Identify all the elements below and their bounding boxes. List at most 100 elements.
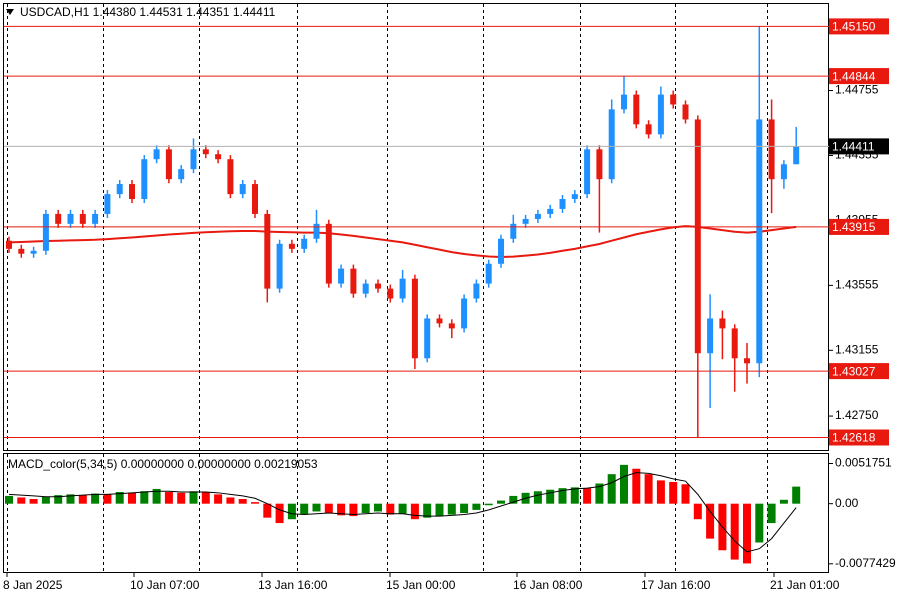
macd-bar [595,483,604,504]
macd-bar [214,494,223,504]
macd-bar [300,503,309,515]
candle-body [30,250,37,254]
candle-body [448,323,455,329]
macd-bar [103,494,112,504]
macd-bar [152,488,161,504]
y-tick-label: 0.00 [835,496,859,510]
macd-bar [29,499,38,504]
level-label-box [829,363,889,380]
candle-body [227,159,234,195]
x-tick-label: 17 Jan 16:00 [641,578,711,592]
candle-body [411,278,418,359]
macd-bar [263,503,272,518]
candle-body [608,109,615,180]
candle-body [325,223,332,284]
macd-bar [54,495,63,504]
candle-body [645,124,652,135]
candle-body [252,184,258,214]
candle-body [719,318,726,329]
macd-bar [546,489,555,504]
macd-bar [730,503,739,560]
macd-bar [693,503,702,520]
macd-bar [669,481,678,504]
chart-title: USDCAD,H1 1.44380 1.44531 1.44351 1.4441… [20,5,276,19]
macd-bar [164,492,173,504]
candle-body [276,243,283,289]
macd-bar [484,503,493,506]
macd-bar [78,495,87,504]
macd-bar [66,494,75,504]
candle-body [178,169,185,180]
candle-body [165,149,172,180]
macd-bar [140,491,149,504]
x-tick-label: 16 Jan 08:00 [513,578,583,592]
candle-body [42,213,49,251]
candle-body [621,94,627,110]
signal-line [8,472,797,553]
candle-body [682,104,689,120]
candle-body [288,243,295,249]
macd-bar [681,484,690,504]
macd-bar [5,495,13,504]
macd-bar [497,500,505,504]
candle-body [424,318,431,359]
macd-bar [570,487,579,504]
x-tick-label: 10 Jan 07:00 [130,578,200,592]
candle-body [485,263,492,284]
candle-body [55,213,62,224]
candle-body [498,238,504,264]
macd-bar [349,503,358,517]
y-tick-label: 1.44755 [835,83,879,97]
macd-bar [423,503,432,518]
macd-bar [275,503,284,524]
candle-body [436,318,443,324]
macd-bar [410,503,419,520]
macd-bar [472,503,481,510]
candle-body [473,283,480,299]
candle-body [559,198,566,209]
macd-bar [435,503,444,517]
candle-body [104,194,111,214]
candle-body [756,119,763,364]
candle-body [780,164,787,180]
macd-bar [17,497,26,504]
candle-body [584,149,591,195]
macd-bar [287,503,296,520]
macd-bar [656,480,665,504]
macd-bar [128,492,136,504]
candle-body [744,358,750,364]
current-price-label: 1.44411 [832,140,875,154]
macd-bar [337,503,346,516]
candle-body [510,223,517,239]
macd-bar [779,499,788,504]
candle-body [215,154,222,160]
macd-bar [115,492,124,504]
candle-body [190,149,197,170]
macd-bar [743,503,751,564]
y-tick-label: 1.42750 [835,408,879,422]
macd-bar [226,497,235,504]
candle-body [461,298,468,329]
macd-bar [607,474,616,504]
macd-bar [238,499,247,504]
current-price-box [829,138,889,155]
candle-body [6,240,12,249]
level-label: 1.44844 [832,69,876,83]
candle-body [202,149,209,155]
macd-bar [398,503,407,514]
candle-body [239,184,246,195]
macd-bar [533,491,542,504]
candle-body [768,119,775,180]
macd-bar [792,486,801,504]
time-grid [7,4,768,572]
macd-bar [767,503,776,524]
macd-bar [632,468,641,504]
candle-body [92,213,99,224]
candle-body [362,283,369,294]
macd-bar [620,464,628,504]
level-label-box [829,18,889,35]
candle-body [18,248,25,254]
macd-bar [189,491,198,504]
